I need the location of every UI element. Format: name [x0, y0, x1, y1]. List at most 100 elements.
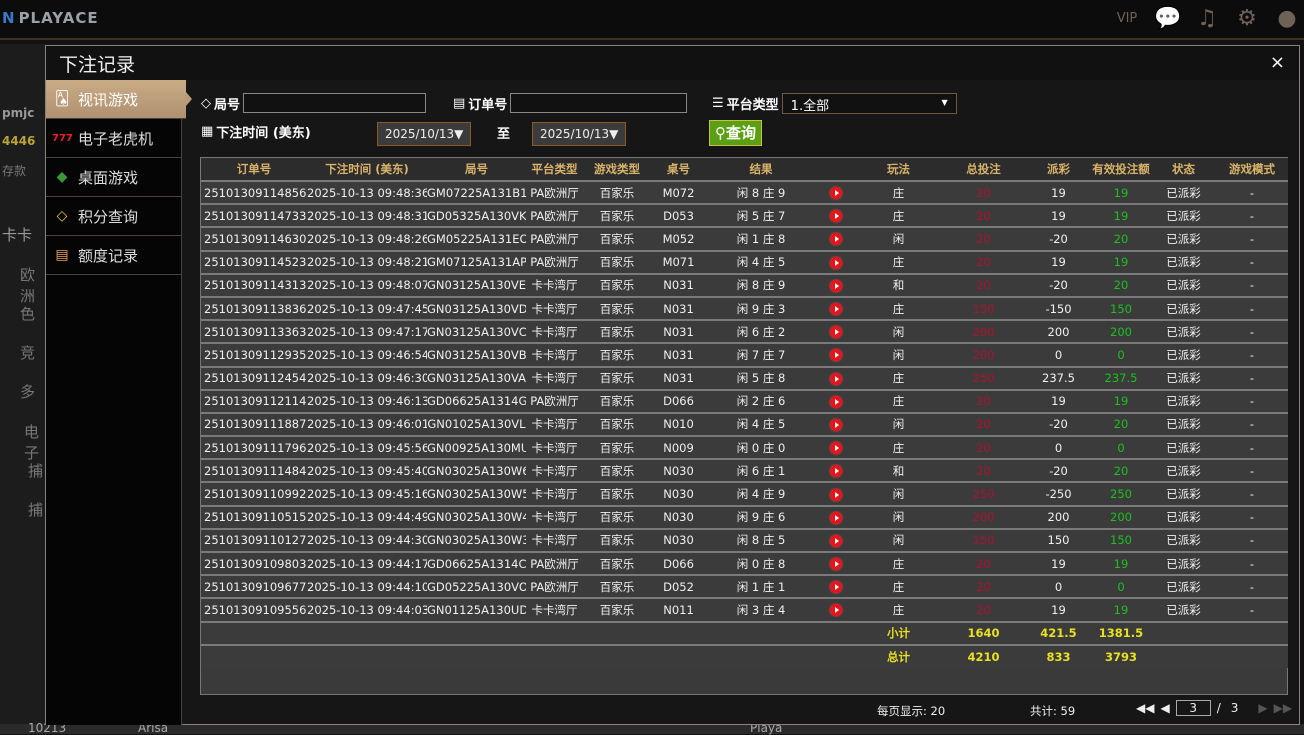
- result-cell: 闲 8 庄 9: [706, 272, 816, 297]
- replay-cell[interactable]: [816, 527, 856, 552]
- replay-cell[interactable]: [816, 342, 856, 367]
- close-icon[interactable]: ×: [1269, 52, 1285, 73]
- replay-cell[interactable]: [816, 319, 856, 344]
- replay-cell[interactable]: [816, 458, 856, 483]
- replay-cell[interactable]: [816, 411, 856, 437]
- status-cell: 已派彩: [1151, 319, 1216, 344]
- game-type-cell: 百家乐: [583, 272, 651, 297]
- replay-cell[interactable]: [816, 249, 856, 274]
- total-bet-cell: 20: [941, 249, 1026, 274]
- replay-cell[interactable]: [816, 203, 856, 228]
- game-mode-cell: -: [1216, 365, 1288, 390]
- valid-bet-cell: 150: [1091, 527, 1151, 552]
- total-bet-cell: 20: [941, 388, 1026, 413]
- play-replay-icon[interactable]: [830, 581, 842, 594]
- play-replay-icon[interactable]: [830, 233, 842, 246]
- date-from-picker[interactable]: 2025/10/13▼: [377, 122, 472, 146]
- table-no-cell: N031: [651, 319, 706, 344]
- game-type-cell: [583, 643, 651, 668]
- replay-cell[interactable]: [816, 365, 856, 390]
- bg-item: 捕: [28, 501, 44, 519]
- play-replay-icon[interactable]: [830, 558, 842, 571]
- last-page-icon[interactable]: ▶▶: [1273, 701, 1293, 715]
- play-replay-icon[interactable]: [830, 465, 842, 478]
- bg-item: 色: [20, 305, 36, 323]
- bet-type-cell: 庄: [856, 203, 941, 228]
- gear-icon[interactable]: ⚙: [1237, 6, 1257, 31]
- result-cell: 闲 3 庄 4: [706, 597, 816, 622]
- play-replay-icon[interactable]: [830, 210, 842, 223]
- vip-icon[interactable]: VIP: [1116, 11, 1138, 26]
- play-replay-icon[interactable]: [830, 488, 842, 501]
- replay-cell[interactable]: [816, 481, 856, 506]
- order-id-cell: 251013091109924: [201, 481, 307, 506]
- next-page-icon[interactable]: ▶: [1258, 701, 1268, 715]
- bet-type-cell: 和: [856, 458, 941, 483]
- status-cell: 已派彩: [1151, 388, 1216, 413]
- valid-bet-cell: 20: [1091, 411, 1151, 437]
- replay-cell[interactable]: [816, 272, 856, 297]
- sidebar-item-table-games[interactable]: ◆ 桌面游戏: [46, 158, 181, 197]
- message-icon[interactable]: ●: [1277, 6, 1297, 31]
- replay-cell[interactable]: [816, 179, 856, 205]
- payout-cell: 421.5: [1026, 620, 1091, 645]
- platform-cell: PA欧洲厅: [526, 179, 583, 205]
- replay-cell[interactable]: [816, 388, 856, 413]
- replay-cell[interactable]: [816, 597, 856, 622]
- valid-bet-cell: 200: [1091, 319, 1151, 344]
- sidebar-item-points[interactable]: ◇ 积分查询: [46, 197, 181, 236]
- play-replay-icon[interactable]: [830, 511, 842, 524]
- play-replay-icon[interactable]: [830, 604, 842, 617]
- status-cell: [1151, 620, 1216, 645]
- game-mode-cell: -: [1216, 203, 1288, 228]
- round-id-cell: GN01025A130VL: [427, 411, 526, 437]
- play-replay-icon[interactable]: [830, 279, 842, 292]
- replay-cell[interactable]: [816, 550, 856, 576]
- payout-cell: 19: [1026, 249, 1091, 274]
- query-button[interactable]: ⚲查询: [709, 120, 763, 146]
- play-replay-icon[interactable]: [830, 349, 842, 362]
- round-input[interactable]: [243, 93, 427, 113]
- total-row: 总计 4210 833 3793: [201, 643, 1288, 668]
- replay-cell[interactable]: [816, 226, 856, 251]
- game-mode-cell: -: [1216, 272, 1288, 297]
- round-id-cell: GN03025A130W5: [427, 481, 526, 506]
- play-replay-icon[interactable]: [830, 372, 842, 385]
- chat-support-icon[interactable]: 💬: [1154, 6, 1182, 31]
- bet-time-cell: 2025-10-13 09:46:30: [307, 365, 427, 390]
- play-replay-icon[interactable]: [830, 326, 842, 339]
- play-replay-icon[interactable]: [830, 187, 842, 200]
- play-replay-icon[interactable]: [830, 442, 842, 455]
- play-replay-icon[interactable]: [830, 303, 842, 316]
- sidebar-item-live-games[interactable]: 🂡 视讯游戏: [46, 80, 192, 119]
- order-input[interactable]: [510, 93, 688, 113]
- prev-page-icon[interactable]: ◀: [1160, 701, 1170, 715]
- replay-cell[interactable]: [816, 435, 856, 460]
- replay-cell[interactable]: [816, 504, 856, 529]
- replay-cell[interactable]: [816, 295, 856, 321]
- game-mode-cell: -: [1216, 481, 1288, 506]
- payout-cell: 200: [1026, 504, 1091, 529]
- platform-select[interactable]: 1.全部: [781, 93, 957, 114]
- play-replay-icon[interactable]: [830, 534, 842, 547]
- date-to-picker[interactable]: 2025/10/13▼: [532, 122, 627, 146]
- play-replay-icon[interactable]: [830, 395, 842, 408]
- game-type-cell: 百家乐: [583, 527, 651, 552]
- game-mode-cell: -: [1216, 319, 1288, 344]
- replay-cell[interactable]: [816, 574, 856, 599]
- sidebar-item-credit-records[interactable]: ▤ 额度记录: [46, 236, 181, 275]
- first-page-icon[interactable]: ◀◀: [1136, 701, 1155, 715]
- game-type-cell: 百家乐: [583, 179, 651, 205]
- page-input[interactable]: 3: [1175, 700, 1211, 716]
- total-pages: 3: [1230, 701, 1239, 715]
- platform-cell: PA欧洲厅: [526, 203, 583, 228]
- play-replay-icon[interactable]: [830, 256, 842, 269]
- table-no-cell: N031: [651, 342, 706, 367]
- total-bet-cell: 20: [941, 435, 1026, 460]
- sidebar-item-slots[interactable]: 777 电子老虎机: [46, 119, 181, 158]
- pagination: ◀◀ ◀ 3 / 3 ▶ ▶▶: [1136, 700, 1292, 716]
- round-id-cell: GD06625A1314G: [427, 388, 526, 413]
- table-header: 订单号 下注时间 (美东) 局号 平台类型 游戏类型 桌号 结果 玩法 总投注 派彩 有效投注额 状态…: [201, 158, 1288, 181]
- music-icon[interactable]: ♫: [1197, 6, 1217, 31]
- play-replay-icon[interactable]: [830, 418, 842, 431]
